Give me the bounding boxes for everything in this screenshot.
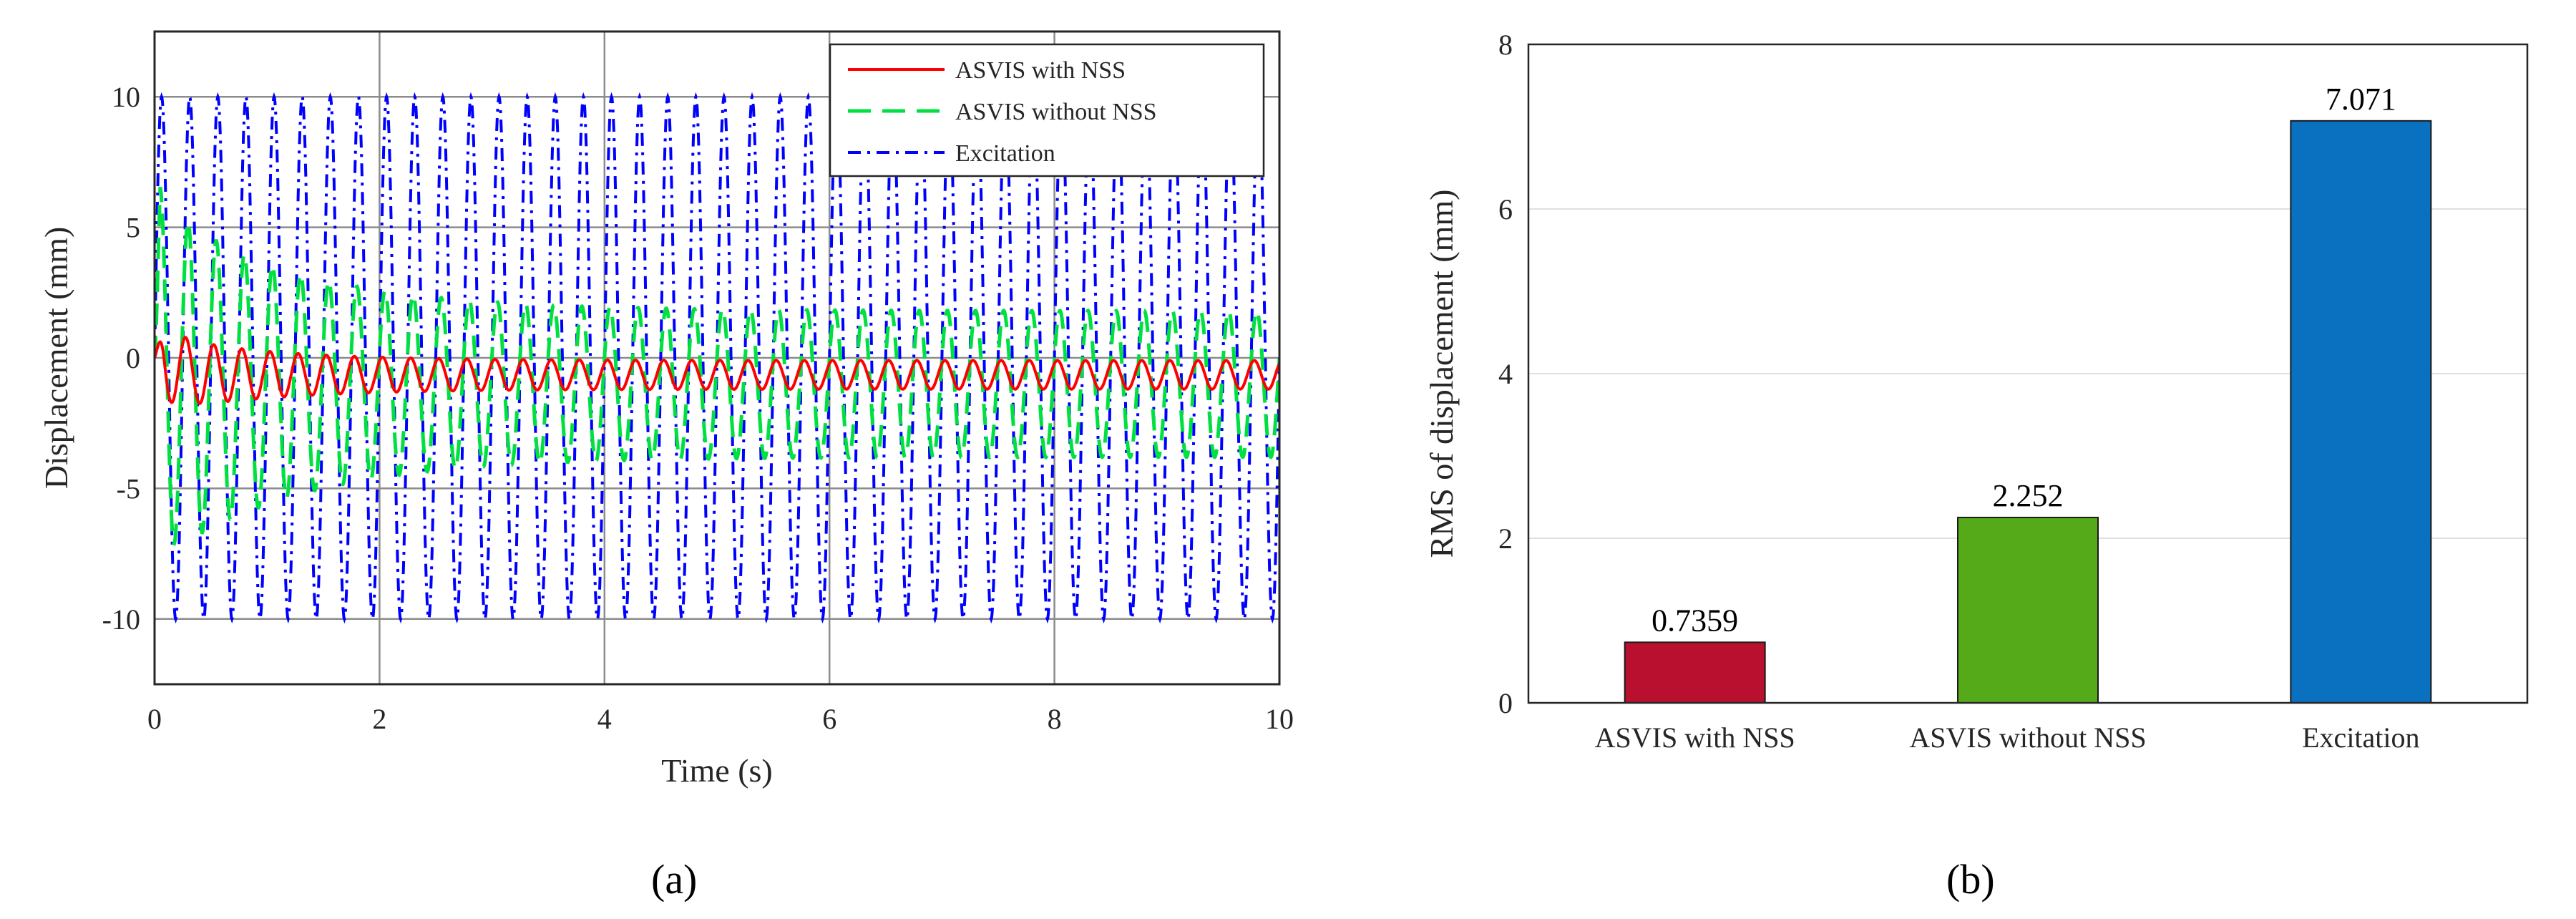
- legend: ASVIS with NSS ASVIS without NSS Excitat…: [829, 43, 1265, 178]
- legend-label-asvis-without-nss: ASVIS without NSS: [955, 99, 1157, 125]
- bar: [2290, 120, 2432, 704]
- bar-value-label: 0.7359: [1652, 603, 1738, 638]
- bars: 0.7359 2.252 7.071: [1624, 82, 2432, 704]
- bar: [1624, 641, 1766, 704]
- series-asvis-without-nss: [155, 186, 1279, 546]
- panel-label-a: (a): [651, 856, 697, 903]
- y-tick-label: 0: [126, 342, 140, 374]
- y-axis-label-a: Displacement (mm): [38, 227, 74, 490]
- bar-chart-panel: 0.7359 2.252 7.071 0 2 4 6 8 ASVIS with NSS ASVI…: [1423, 29, 2529, 903]
- bar-value-label: 2.252: [1993, 478, 2064, 513]
- y-tick-label: -10: [102, 603, 140, 636]
- panel-label-b: (b): [1946, 856, 1995, 903]
- legend-label-excitation: Excitation: [955, 140, 1055, 167]
- legend-label-asvis-with-nss: ASVIS with NSS: [955, 57, 1126, 84]
- x-tick-label: Excitation: [2302, 721, 2419, 754]
- bar: [1957, 517, 2099, 704]
- x-tick-label: 0: [147, 703, 162, 735]
- axis-ticks-b: 0 2 4 6 8 ASVIS with NSS ASVIS without NSS Exci…: [1498, 29, 2420, 754]
- x-tick-label: 4: [597, 703, 612, 735]
- x-axis-label-a: Time (s): [661, 752, 773, 789]
- axes-frame-b: [1527, 43, 2529, 704]
- y-tick-label: 5: [126, 212, 140, 244]
- line-chart-panel: 0 2 4 6 8 10 -10 -5 0 5 10 Time (s) Displacement (…: [38, 30, 1294, 903]
- x-tick-label: 6: [822, 703, 836, 735]
- bar-value-label: 7.071: [2326, 82, 2396, 117]
- y-tick-label: -5: [117, 472, 140, 505]
- x-tick-label: 2: [372, 703, 386, 735]
- y-tick-label: 8: [1498, 29, 1513, 61]
- y-tick-label: 4: [1498, 358, 1513, 390]
- axis-ticks-a: 0 2 4 6 8 10 -10 -5 0 5 10: [102, 81, 1294, 735]
- axes-frame-a: [153, 30, 1281, 686]
- series-asvis-with-nss: [155, 336, 1279, 405]
- y-tick-label: 0: [1498, 687, 1513, 719]
- y-axis-label-b: RMS of displacement (mm): [1423, 190, 1460, 558]
- x-tick-label: 8: [1048, 703, 1062, 735]
- x-tick-label: ASVIS without NSS: [1909, 721, 2146, 754]
- y-tick-label: 10: [112, 81, 140, 113]
- x-tick-label: ASVIS with NSS: [1595, 721, 1795, 754]
- x-tick-label: 10: [1265, 703, 1294, 735]
- y-tick-label: 6: [1498, 193, 1513, 225]
- y-tick-label: 2: [1498, 522, 1513, 555]
